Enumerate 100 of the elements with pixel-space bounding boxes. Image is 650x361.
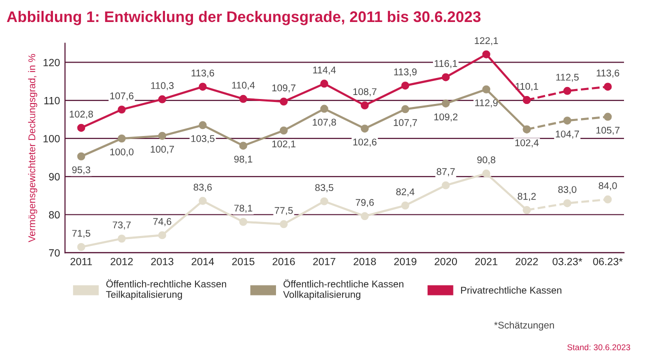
data-label: 83,5 (315, 184, 334, 192)
point (198, 196, 207, 205)
point (118, 234, 126, 243)
point (320, 80, 328, 88)
point (77, 124, 86, 132)
data-label: 103,5 (191, 135, 214, 144)
y-tick-label: 120 (44, 58, 60, 66)
data-label: 104,7 (556, 130, 579, 139)
data-label: 113,6 (596, 70, 620, 78)
data-label: 102,1 (272, 140, 296, 149)
legend-label: Öffentlich-rechtliche Kassen Teilkapitalisierung (106, 279, 226, 300)
point (522, 125, 531, 134)
data-label: 112,9 (475, 99, 498, 108)
point (563, 86, 572, 95)
data-label: 98,1 (234, 156, 252, 164)
x-tick-label: 2012 (110, 258, 133, 266)
point (442, 73, 450, 82)
point (360, 124, 369, 133)
y-tick-label: 70 (49, 249, 60, 257)
point (239, 218, 248, 226)
x-tick-label: 2019 (394, 258, 416, 266)
x-tick-label: 03.23* (552, 258, 582, 266)
data-label: 116,1 (434, 60, 458, 68)
x-tick-label: 2021 (475, 258, 498, 266)
point (320, 104, 328, 113)
y-tick-label: 90 (49, 173, 60, 180)
data-label: 108,7 (353, 88, 376, 96)
point (563, 116, 572, 125)
x-tick-label: 2013 (151, 258, 174, 266)
data-label: 110,4 (232, 82, 255, 90)
x-tick-label: 2017 (313, 258, 336, 266)
data-label: 71,5 (72, 230, 90, 238)
data-label: 105,7 (596, 126, 620, 135)
point (118, 134, 126, 142)
data-label: 100,0 (110, 148, 134, 157)
data-label: 95,3 (72, 166, 90, 174)
point (158, 231, 166, 240)
data-label: 102,8 (70, 110, 93, 119)
data-label: 113,6 (192, 70, 214, 78)
x-tick-label: 2020 (434, 258, 457, 266)
x-tick-label: 2022 (516, 258, 538, 266)
point (198, 82, 207, 91)
point (522, 96, 531, 104)
point (239, 142, 248, 150)
point (360, 101, 369, 110)
legend-label: Öffentlich-rechtliche Kassen Vollkapitalisierung (283, 279, 404, 300)
text: Stand: 30.6.2023 (567, 344, 630, 350)
x-tick-label: 2015 (232, 258, 254, 266)
point (158, 95, 166, 104)
point (401, 105, 410, 114)
text: *Schätzungen (494, 321, 554, 331)
data-label: 83,6 (194, 184, 212, 192)
point (604, 82, 612, 91)
legend-label: Privatrechtliche Kassen (461, 286, 562, 294)
point (401, 82, 410, 90)
point (280, 98, 288, 106)
x-tick-label: 06.23* (593, 258, 623, 266)
point (239, 94, 248, 103)
x-tick-label: 2014 (192, 258, 214, 266)
chart-title: Abbildung 1: Entwicklung der Deckungsgrade, 2011 bis 30.6.2023 (6, 10, 481, 26)
data-label: 77,5 (274, 207, 293, 216)
point (522, 206, 531, 214)
x-tick-label: 2011 (70, 258, 92, 266)
data-label: 122,1 (474, 37, 498, 46)
point (604, 195, 612, 204)
point (198, 121, 207, 130)
data-label: 112,5 (556, 74, 579, 82)
data-label: 107,6 (110, 92, 134, 100)
data-label: 102,4 (515, 139, 539, 148)
data-label: 107,8 (312, 118, 336, 127)
data-label: 81,2 (518, 192, 536, 201)
y-tick-label: 110 (44, 96, 60, 104)
point (442, 181, 450, 190)
point (401, 202, 410, 210)
point (563, 199, 572, 208)
data-label: 90,8 (477, 156, 496, 164)
point (482, 170, 490, 178)
data-label: 87,7 (436, 168, 455, 176)
point (280, 220, 288, 228)
point (604, 112, 612, 121)
data-label: 100,7 (150, 146, 174, 154)
data-label: 78,1 (234, 204, 252, 213)
point (320, 197, 328, 206)
data-label: 107,7 (394, 119, 417, 128)
y-tick-label: 80 (49, 211, 60, 219)
data-label: 110,3 (151, 82, 174, 90)
point (77, 152, 86, 160)
point (118, 106, 126, 114)
data-label: 83,0 (558, 186, 576, 194)
y-axis-title: Vermögensgewichteter Deckungsgrad, in % (28, 54, 38, 242)
point (482, 85, 490, 94)
data-label: 82,4 (396, 188, 414, 196)
point (158, 132, 166, 140)
data-label: 109,2 (434, 113, 458, 122)
data-label: 74,6 (153, 218, 172, 226)
point (77, 243, 86, 251)
x-tick-label: 2016 (272, 258, 295, 266)
y-tick-label: 100 (44, 134, 60, 142)
data-label: 114,4 (313, 66, 336, 75)
point (442, 99, 450, 108)
